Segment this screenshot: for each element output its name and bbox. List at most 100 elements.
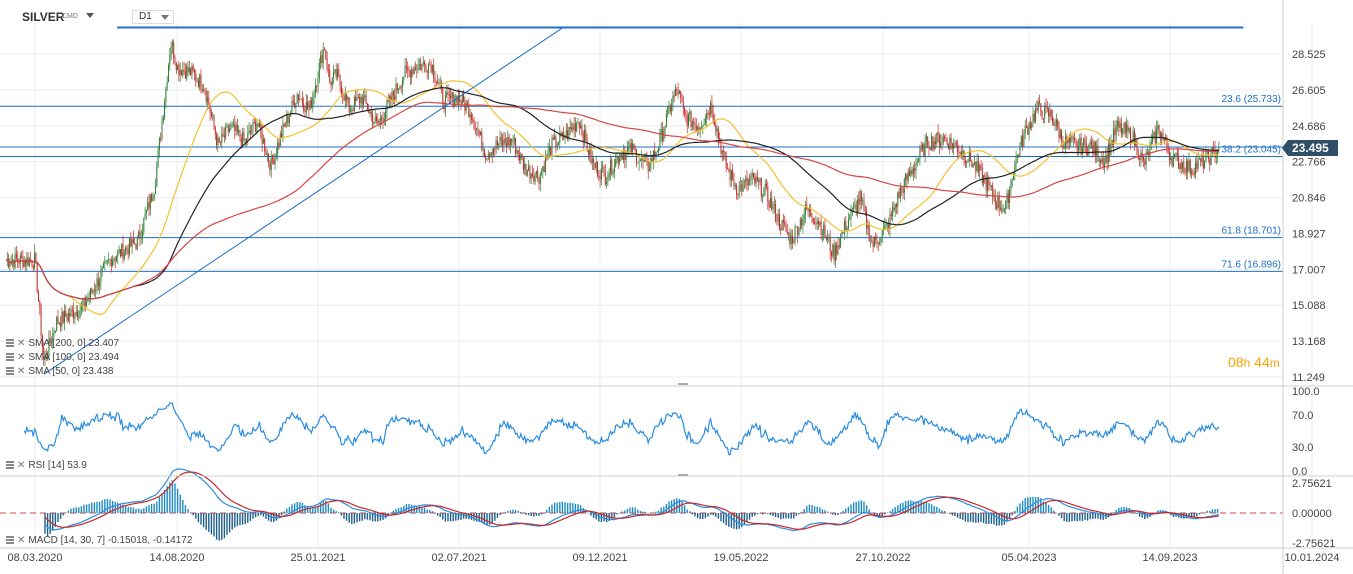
macd-histogram-bar [148, 505, 150, 513]
indicator-legend-rsi[interactable]: ✕ RSI [14] 53.9 [6, 460, 87, 472]
candle-body [301, 98, 303, 104]
candle-body [515, 137, 517, 154]
candle-body [1174, 154, 1176, 158]
candle-body [896, 204, 897, 207]
candle-body [486, 158, 488, 160]
macd-histogram-bar [234, 513, 236, 528]
symbol-dropdown-icon[interactable] [86, 13, 94, 18]
candle-body [49, 338, 51, 344]
candle-body [935, 141, 936, 144]
candle-body [12, 260, 13, 262]
pane-resize-handle[interactable] [678, 383, 688, 385]
candle-body [174, 58, 176, 63]
candle-body [790, 235, 792, 245]
candle-body [191, 65, 193, 76]
candle-body [182, 69, 184, 76]
menu-icon[interactable] [6, 367, 14, 375]
candle-body [912, 168, 914, 174]
close-icon[interactable]: ✕ [17, 535, 26, 546]
timeframe-select[interactable]: D1 [132, 10, 174, 24]
macd-histogram-bar [520, 511, 522, 513]
candle-body [769, 197, 771, 208]
candle-body [873, 236, 875, 248]
candle-body [330, 82, 332, 86]
candle-body [712, 113, 714, 121]
candle-body [238, 130, 240, 133]
candle-body [1007, 193, 1009, 204]
menu-icon[interactable] [6, 339, 14, 347]
candle-body [600, 168, 602, 180]
indicator-legend-sma200[interactable]: ✕ SMA [200, 0] 23.407 [6, 338, 119, 350]
candle-body [1118, 120, 1120, 128]
close-icon[interactable]: ✕ [17, 338, 26, 349]
macd-histogram-bar [390, 512, 392, 514]
candle-body [823, 224, 825, 234]
candle-body [899, 187, 901, 198]
close-icon[interactable]: ✕ [17, 352, 26, 363]
macd-histogram-bar [1086, 513, 1089, 521]
candle-body [134, 242, 136, 244]
candle-body [456, 96, 458, 106]
macd-histogram-bar [306, 506, 309, 513]
candle-body [522, 158, 524, 170]
macd-histogram-bar [309, 507, 311, 513]
candle-body [424, 62, 426, 65]
candle-body [1022, 136, 1024, 147]
candle-body [422, 62, 424, 64]
macd-histogram-bar [917, 501, 920, 513]
macd-histogram-bar [1073, 513, 1076, 521]
menu-icon[interactable] [6, 461, 14, 469]
macd-histogram-bar [127, 507, 129, 513]
candle-body [40, 307, 42, 336]
macd-histogram-bar [873, 513, 876, 516]
candle-body [617, 156, 619, 163]
candle-body [717, 128, 719, 139]
macd-histogram-bar [205, 513, 207, 530]
macd-histogram-bar [244, 513, 246, 525]
macd-histogram-bar [52, 513, 54, 531]
candle-body [75, 311, 77, 317]
indicator-legend-sma50[interactable]: ✕ SMA [50, 0] 23.438 [6, 366, 113, 378]
candle-body [923, 144, 925, 158]
macd-histogram-bar [764, 513, 766, 514]
candle-body [563, 131, 565, 139]
macd-histogram-bar [72, 507, 75, 513]
candle-body [1031, 123, 1033, 129]
candle-body [139, 231, 141, 239]
symbol-label[interactable]: SILVER [22, 10, 65, 24]
trend-line[interactable] [43, 27, 564, 375]
macd-histogram-bar [46, 513, 49, 537]
candle-body [629, 142, 631, 148]
candle-body [478, 131, 480, 136]
close-icon[interactable]: ✕ [17, 460, 26, 471]
candle-body [268, 153, 270, 162]
macd-histogram-bar [470, 513, 473, 520]
candle-body [1081, 146, 1083, 155]
drawn-lines[interactable] [43, 26, 1244, 375]
macd-histogram-bar [1211, 509, 1214, 513]
macd-histogram-bar [1115, 509, 1117, 513]
pane-resize-handle[interactable] [678, 474, 688, 476]
candle-body [915, 163, 917, 171]
indicator-legend-macd[interactable]: ✕ MACD [14, 30, 7] -0.15018, -0.14172 [6, 535, 192, 547]
candle-body [1124, 122, 1126, 133]
menu-icon[interactable] [6, 353, 14, 361]
indicator-legend-sma100[interactable]: ✕ SMA [100, 0] 23.494 [6, 352, 119, 364]
candle-body [890, 213, 892, 216]
menu-icon[interactable] [6, 536, 14, 544]
macd-histogram-bar [559, 501, 561, 513]
candle-body [881, 230, 883, 239]
candle-body [61, 311, 63, 327]
macd-histogram-bar [283, 511, 285, 513]
candle-body [217, 137, 219, 146]
macd-histogram-bar [400, 507, 402, 513]
candle-body [507, 136, 509, 147]
candle-body [383, 118, 385, 122]
close-icon[interactable]: ✕ [17, 366, 26, 377]
candle-body [1211, 147, 1213, 150]
candle-body [686, 115, 688, 126]
macd-histogram-bar [442, 513, 444, 520]
macd-histogram-bar [83, 504, 85, 513]
candle-body [288, 116, 290, 123]
